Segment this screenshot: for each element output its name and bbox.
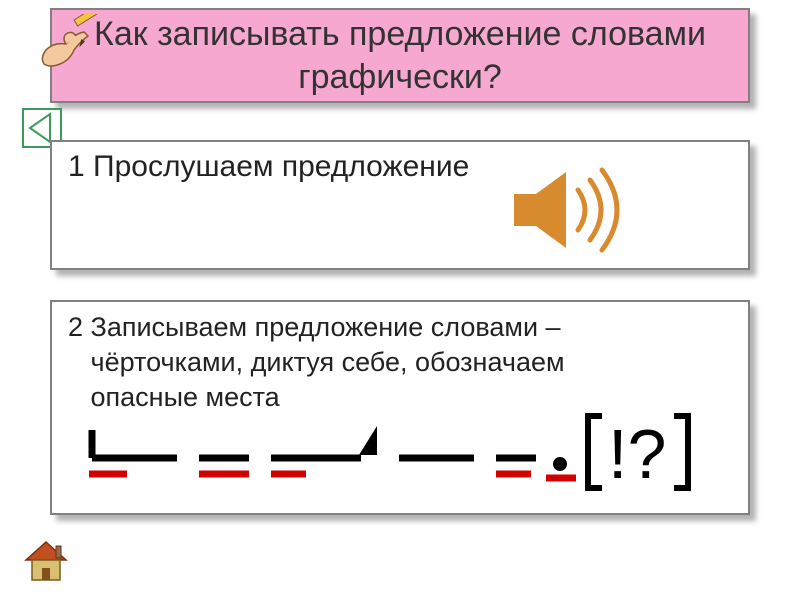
title-box: Как записывать предложение словами графи… [50, 8, 750, 103]
step1-box: 1 Прослушаем предложение [50, 140, 750, 270]
svg-text:!?: !? [608, 415, 666, 493]
home-button[interactable] [22, 540, 70, 589]
step2-text: 2 Записываем предложение словами – чёрто… [68, 310, 732, 415]
step2-line2: чёрточками, диктуя себе, обозначаем [91, 347, 565, 377]
step2-line1: 2 Записываем предложение словами – [68, 312, 561, 342]
step2-box: 2 Записываем предложение словами – чёрто… [50, 300, 750, 515]
sentence-scheme: !? [82, 408, 722, 503]
speaker-icon[interactable] [508, 160, 638, 265]
hand-writing-icon [36, 14, 106, 69]
title-text: Как записывать предложение словами графи… [52, 13, 748, 98]
